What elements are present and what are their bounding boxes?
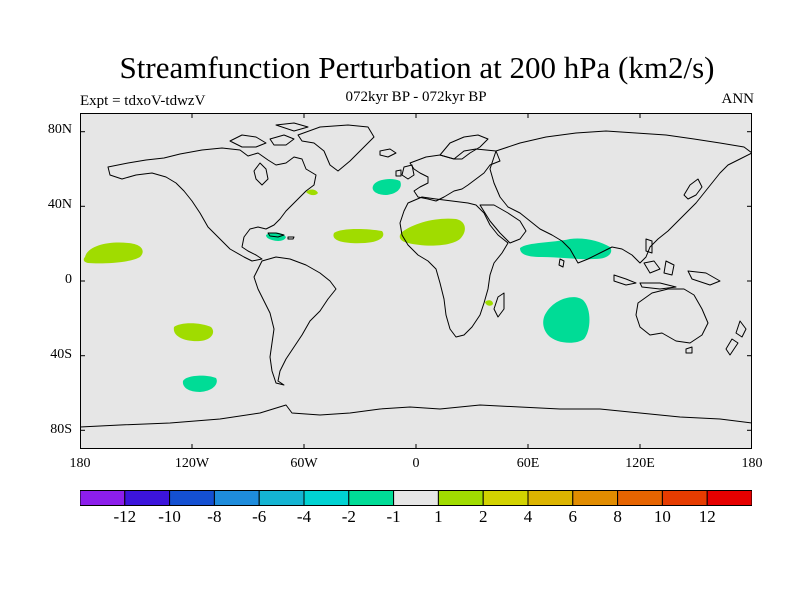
anomaly-south-pacific-subtropical — [173, 323, 214, 342]
lat-label-80s: 80S — [50, 422, 72, 437]
ocean-background — [80, 113, 752, 449]
coast-caribbean-islands — [267, 232, 295, 240]
colorbar-box — [437, 490, 484, 506]
colorbar-box — [303, 490, 350, 506]
colorbar-box — [80, 490, 126, 506]
colorbar-box — [169, 490, 215, 506]
plot-title: Streamfunction Perturbation at 200 hPa (… — [119, 50, 715, 85]
coast-scandinavia — [439, 134, 489, 160]
colorbar-label: 4 — [523, 507, 533, 526]
coast-new-zealand — [725, 320, 747, 356]
colorbar-label: -8 — [207, 507, 222, 526]
plot-subtitle: 072kyr BP - 072kyr BP — [345, 89, 487, 105]
colorbar-label: 1 — [434, 507, 443, 526]
anomaly-mozambique-channel — [485, 300, 493, 306]
colorbar-box — [482, 490, 529, 506]
anomaly-newfoundland — [306, 189, 318, 196]
world-map — [80, 113, 752, 449]
colorbar-label: -4 — [296, 507, 312, 526]
colorbar-box — [348, 490, 395, 506]
anomaly-tropical-atlantic — [333, 228, 384, 244]
coast-new-guinea — [687, 270, 721, 286]
colorbar-box — [572, 490, 619, 506]
coast-iceland — [379, 148, 397, 158]
colorbar-label: 2 — [478, 507, 488, 526]
lon-label-180e: 180 — [741, 456, 763, 471]
lon-label-120e: 120E — [625, 456, 655, 471]
lon-label-120w: 120W — [174, 456, 210, 471]
coast-japan — [683, 178, 703, 200]
colorbar-label: 8 — [613, 507, 622, 526]
anomaly-north-pacific-east — [83, 242, 143, 264]
lon-label-60e: 60E — [516, 456, 540, 471]
colorbar-label: 10 — [653, 507, 671, 526]
colorbar — [80, 490, 752, 506]
coast-sri-lanka — [558, 258, 565, 268]
lon-label-0: 0 — [412, 456, 420, 471]
colorbar-box — [393, 490, 439, 506]
anomaly-north-atlantic — [372, 178, 401, 195]
colorbar-label: -12 — [113, 507, 137, 526]
colorbar-label: 6 — [568, 507, 578, 526]
colorbar-box — [258, 490, 305, 506]
colorbar-label: 12 — [698, 507, 716, 526]
coast-europe — [409, 148, 501, 202]
lat-label-40n: 40N — [47, 197, 72, 212]
colorbar-box — [124, 490, 171, 506]
coast-australia — [635, 288, 709, 344]
colorbar-label: -1 — [386, 507, 401, 526]
anomaly-north-africa — [399, 218, 465, 246]
coast-antarctica — [80, 404, 752, 428]
coast-british-isles — [395, 164, 415, 180]
coast-north-america — [107, 147, 317, 262]
coast-arabia — [479, 204, 527, 244]
colorbar-box — [706, 490, 752, 506]
colorbar-box — [527, 490, 574, 506]
colorbar-box — [213, 490, 260, 506]
anomaly-south-pacific-midlatitude — [182, 375, 217, 392]
season-label: ANN — [721, 91, 755, 107]
coast-greenland — [297, 124, 375, 172]
coast-arctic-islands — [229, 122, 309, 148]
coast-tasmania — [685, 346, 693, 354]
colorbar-label: -10 — [158, 507, 181, 526]
coast-indonesia — [613, 238, 677, 290]
coastlines — [80, 122, 752, 428]
colorbar-box — [617, 490, 663, 506]
coast-hudson-bay — [253, 162, 269, 186]
anomaly-south-asia — [520, 238, 612, 260]
colorbar-label: -2 — [341, 507, 356, 526]
coast-asia — [489, 130, 752, 264]
experiment-label: Expt = tdxoV-tdwzV — [80, 93, 206, 109]
lat-label-40s: 40S — [50, 347, 72, 362]
coast-madagascar — [493, 292, 505, 318]
lon-label-60w: 60W — [290, 456, 318, 471]
lat-label-0: 0 — [65, 272, 72, 287]
lat-label-80n: 80N — [47, 122, 72, 137]
anomaly-southern-indian-ocean — [543, 297, 590, 343]
colorbar-label: -6 — [252, 507, 267, 526]
coast-south-america — [253, 256, 337, 386]
lon-label-180w: 180 — [69, 456, 91, 471]
axis-ticks — [80, 113, 752, 449]
colorbar-box — [661, 490, 708, 506]
coast-africa — [399, 196, 509, 338]
